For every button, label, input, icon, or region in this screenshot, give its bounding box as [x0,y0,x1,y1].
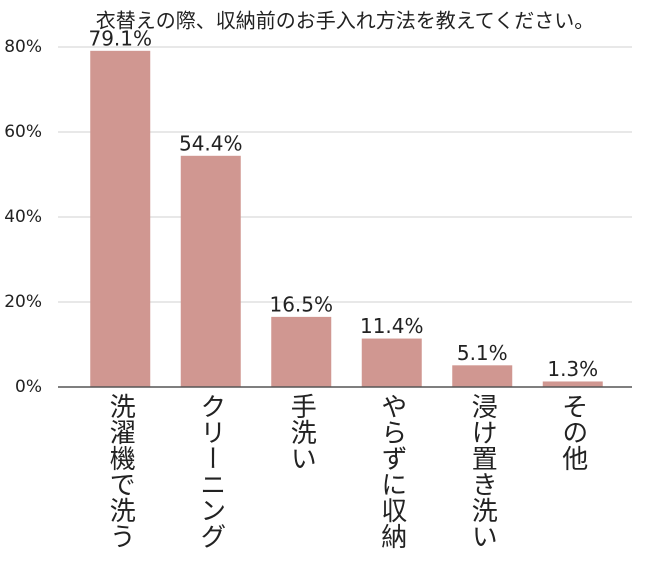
value-label: 1.3% [547,357,598,381]
chart-title: 衣替えの際、収納前のお手入れ方法を教えてください。 [96,9,594,33]
x-tick-label: その他 [558,393,588,471]
y-tick-label: 0% [15,377,42,397]
bar [542,381,603,387]
x-tick-label: クリーニング [196,393,226,549]
y-tick-label: 60% [4,122,42,142]
x-tick-label: 浸け置き洗い [467,393,497,549]
bar [271,316,332,387]
value-label: 54.4% [179,131,243,155]
x-tick-label: 手洗い [286,393,316,471]
x-tick-label: やらずに収納 [377,393,407,549]
y-tick-label: 20% [4,292,42,312]
bar [361,338,422,387]
y-tick-label: 40% [4,207,42,227]
value-label: 16.5% [269,292,333,316]
bar [90,50,151,387]
bar [180,155,241,387]
x-tick-label: 洗濯機で洗う [105,393,135,549]
value-label: 5.1% [457,341,508,365]
value-label: 11.4% [360,314,424,338]
bar [452,365,513,387]
y-tick-label: 80% [4,37,42,57]
value-label: 79.1% [88,26,152,50]
